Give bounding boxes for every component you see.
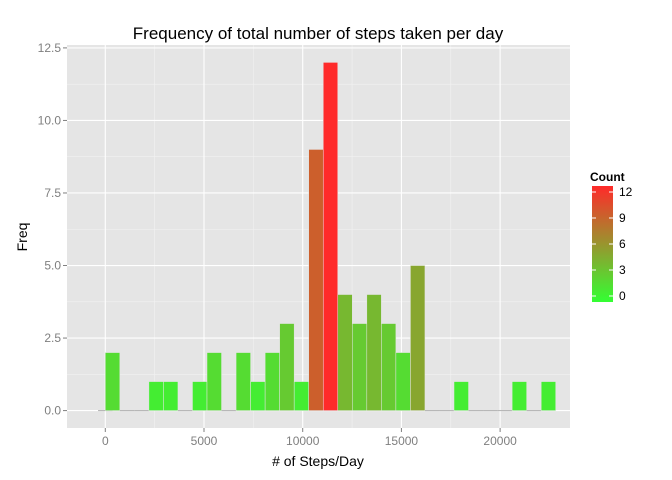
y-axis-ticks: 0.0 2.5 5.0 7.5 10.0 12.5 — [38, 41, 67, 418]
x-tick-label: 15000 — [385, 434, 419, 448]
histogram-bar — [206, 352, 222, 411]
legend-colorbar — [592, 186, 613, 302]
histogram-bar — [322, 62, 339, 411]
x-tick-label: 10000 — [286, 434, 320, 448]
histogram-bar — [366, 294, 382, 411]
legend-label: 6 — [619, 237, 626, 251]
legend-label: 12 — [619, 185, 633, 199]
chart-title: Frequency of total number of steps taken… — [133, 24, 504, 43]
x-axis-ticks: 0 5000 10000 15000 20000 — [102, 428, 517, 448]
y-tick-label: 12.5 — [38, 41, 62, 55]
histogram-bars — [98, 62, 556, 412]
x-axis-title: # of Steps/Day — [272, 453, 364, 469]
histogram-bar — [540, 381, 556, 411]
histogram-bar — [148, 381, 164, 411]
histogram-bar — [308, 149, 324, 411]
y-axis-title: Freq — [14, 223, 30, 252]
x-tick-label: 0 — [102, 434, 109, 448]
histogram-bar — [352, 323, 368, 411]
histogram-bar — [381, 323, 397, 411]
x-tick-label: 5000 — [191, 434, 218, 448]
legend-label: 3 — [619, 263, 626, 277]
histogram-bar — [395, 352, 411, 411]
legend-title: Count — [590, 170, 625, 184]
histogram-bar — [511, 381, 527, 411]
histogram-bar — [410, 265, 426, 411]
histogram-bar — [337, 294, 353, 411]
histogram-bar — [192, 381, 208, 411]
legend-label: 9 — [619, 211, 626, 225]
y-tick-label: 2.5 — [44, 331, 61, 345]
histogram-bar — [293, 381, 309, 411]
y-tick-label: 0.0 — [44, 404, 61, 418]
histogram-bar — [264, 352, 280, 411]
x-tick-label: 20000 — [483, 434, 517, 448]
y-tick-label: 10.0 — [38, 113, 62, 127]
histogram-bar — [453, 381, 469, 411]
color-legend: Count 0 3 6 9 12 — [590, 170, 633, 303]
y-tick-label: 5.0 — [44, 259, 61, 273]
y-tick-label: 7.5 — [44, 186, 61, 200]
histogram-bar — [235, 352, 251, 411]
legend-ticks: 0 3 6 9 12 — [592, 185, 633, 303]
histogram-bar — [163, 381, 179, 411]
histogram-bar — [105, 352, 121, 411]
legend-label: 0 — [619, 289, 626, 303]
histogram-bar — [250, 381, 266, 411]
histogram-bar — [279, 323, 295, 411]
